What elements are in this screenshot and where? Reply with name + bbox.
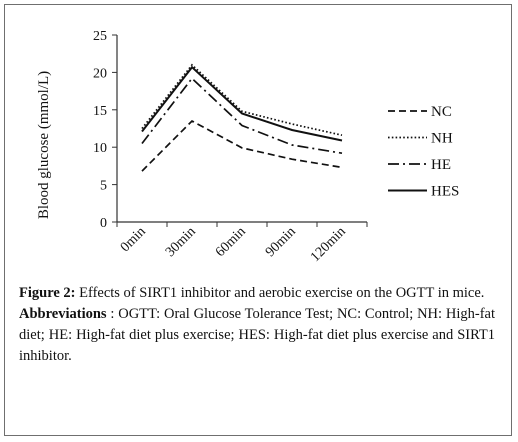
series-line-nh — [141, 63, 343, 137]
series-line-he — [141, 77, 343, 155]
figure-caption-text: Effects of SIRT1 inhibitor and aerobic e… — [75, 285, 485, 301]
figure-frame — [4, 4, 512, 436]
y-axis-label: Blood glucose (mmol/L) — [36, 71, 52, 219]
series-line-nc — [141, 119, 343, 172]
y-tick-label: 20 — [93, 66, 107, 81]
legend-label-nc: NC — [431, 104, 452, 120]
series-layer — [141, 63, 343, 172]
legend-label-he: HE — [431, 157, 451, 173]
abbreviations-label: Abbreviations — [19, 306, 107, 322]
legend-label-nh: NH — [431, 131, 453, 147]
y-tick-label: 5 — [100, 179, 107, 194]
abbreviations-paragraph: Abbreviations : OGTT: Oral Glucose Toler… — [19, 304, 495, 367]
x-tick-label: 90min — [263, 224, 299, 260]
y-tick-label: 10 — [93, 141, 107, 156]
legend: NC NH HE HES — [388, 104, 459, 200]
abbreviations-text: : OGTT: Oral Glucose Tolerance Test; NC:… — [19, 306, 495, 364]
x-tick-label: 120min — [308, 224, 349, 265]
x-tick-label: 60min — [213, 224, 249, 260]
y-tick-label: 25 — [93, 29, 107, 44]
x-tick-label: 30min — [163, 224, 199, 260]
axes: 0 5 10 15 20 25 0min 30min 60min 90min 120min — [93, 29, 368, 265]
figure-caption-paragraph: Figure 2: Effects of SIRT1 inhibitor and… — [19, 283, 495, 304]
legend-label-hes: HES — [431, 184, 459, 200]
line-chart: Blood glucose (mmol/L) 0 5 10 15 20 25 0min 30m… — [36, 29, 459, 265]
series-line-hes — [141, 65, 343, 142]
figure-label: Figure 2: — [19, 285, 76, 301]
y-tick-label: 0 — [100, 216, 107, 231]
x-tick-label: 0min — [118, 224, 149, 255]
y-tick-label: 15 — [93, 104, 107, 119]
figure-caption: Figure 2: Effects of SIRT1 inhibitor and… — [19, 283, 495, 367]
